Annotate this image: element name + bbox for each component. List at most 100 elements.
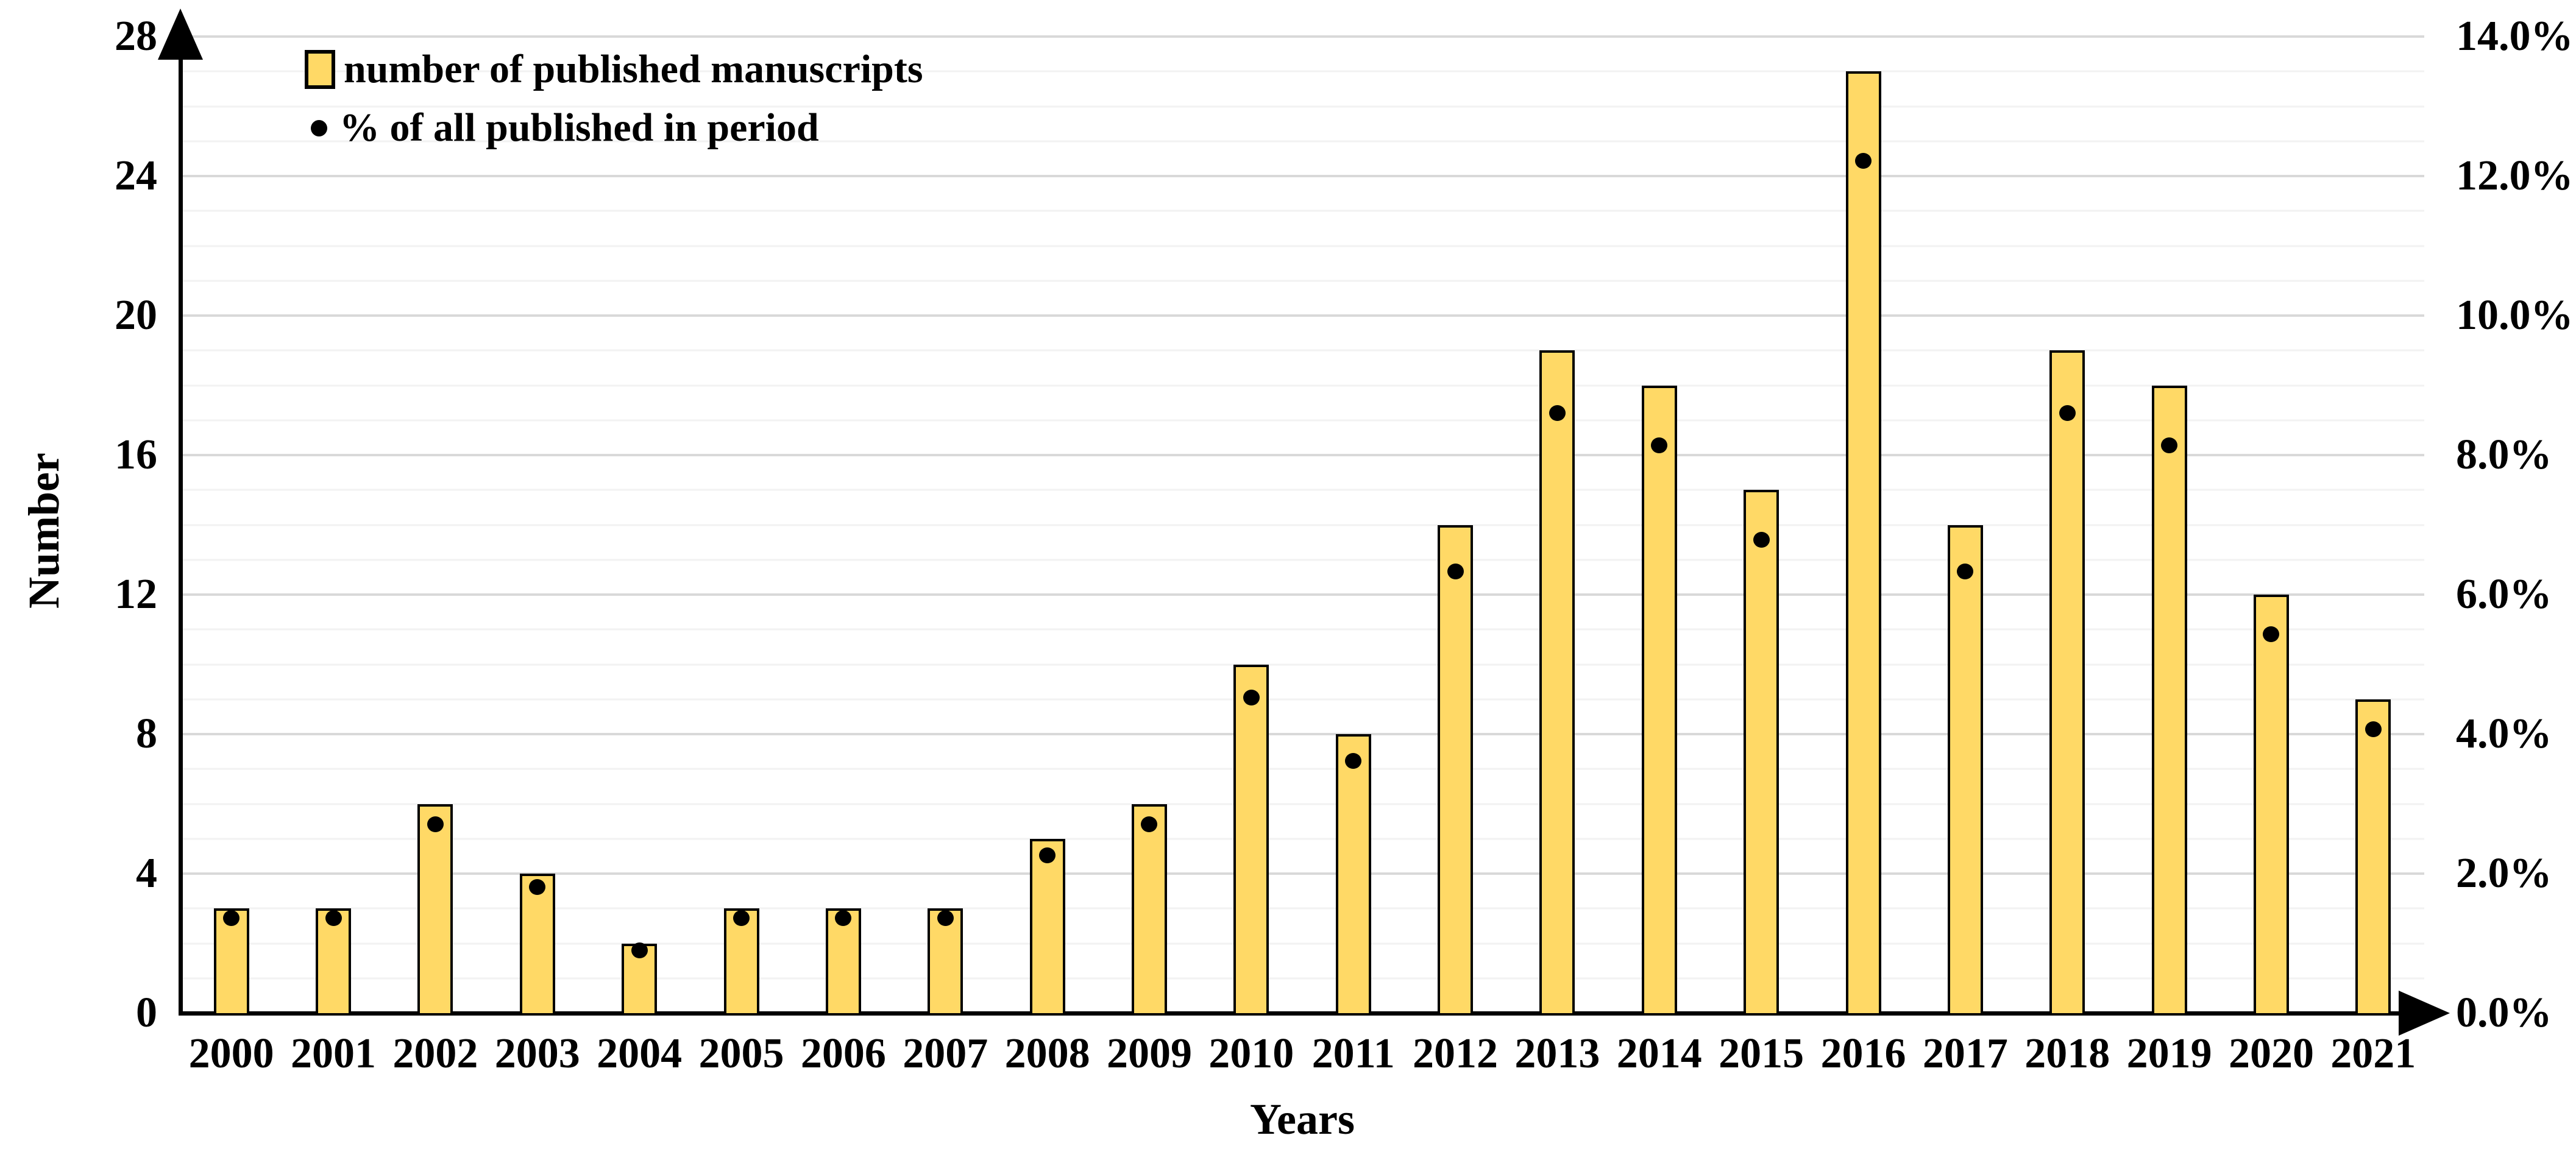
bar-2016 <box>1845 71 1881 1013</box>
y-tick-left-24: 24 <box>115 152 157 199</box>
major-gridline <box>180 872 2424 875</box>
bar-2011 <box>1335 734 1371 1013</box>
minor-gridline <box>180 838 2424 840</box>
dot-2000 <box>223 910 240 927</box>
x-axis-title: Years <box>1250 1095 1355 1144</box>
y-tick-left-12: 12 <box>115 571 157 618</box>
x-tick-2012: 2012 <box>1413 1030 1499 1077</box>
minor-gridline <box>180 280 2424 282</box>
legend-label: number of published manuscripts <box>344 47 923 91</box>
x-axis-line <box>179 1011 2404 1016</box>
major-gridline <box>180 175 2424 177</box>
legend: number of published manuscripts % of all… <box>305 40 923 157</box>
y-axis-arrow-icon <box>158 9 203 60</box>
x-tick-2001: 2001 <box>291 1030 377 1077</box>
x-axis-arrow-icon <box>2399 991 2450 1036</box>
y-tick-right-14.0%: 14.0% <box>2456 13 2574 60</box>
dot-2007 <box>937 910 954 927</box>
major-gridline <box>180 314 2424 317</box>
bar-2017 <box>1947 525 1983 1013</box>
minor-gridline <box>180 245 2424 247</box>
y-tick-left-8: 8 <box>136 710 157 757</box>
x-tick-2017: 2017 <box>1922 1030 2008 1077</box>
dot-2010 <box>1243 690 1260 706</box>
y-tick-right-10.0%: 10.0% <box>2456 292 2574 339</box>
dot-2011 <box>1345 752 1362 769</box>
minor-gridline <box>180 628 2424 631</box>
x-tick-2007: 2007 <box>903 1030 988 1077</box>
legend-item-percent: % of all published in period <box>305 99 923 157</box>
bar-2003 <box>519 874 555 1013</box>
y-tick-right-4.0%: 4.0% <box>2456 710 2552 757</box>
dot-2004 <box>631 942 648 958</box>
x-tick-2005: 2005 <box>698 1030 784 1077</box>
x-tick-2009: 2009 <box>1106 1030 1192 1077</box>
minor-gridline <box>180 70 2424 72</box>
dot-2014 <box>1651 437 1668 453</box>
bar-2014 <box>1641 385 1677 1013</box>
y-tick-left-0: 0 <box>136 989 157 1036</box>
bar-2012 <box>1438 525 1474 1013</box>
bar-2008 <box>1029 838 1065 1013</box>
dot-2001 <box>325 910 342 927</box>
dot-2015 <box>1753 531 1770 548</box>
y-tick-right-12.0%: 12.0% <box>2456 152 2574 199</box>
legend-label: % of all published in period <box>339 105 819 150</box>
minor-gridline <box>180 105 2424 107</box>
dot-2018 <box>2059 405 2076 422</box>
y-tick-right-8.0%: 8.0% <box>2456 431 2552 478</box>
y-tick-left-4: 4 <box>136 850 157 897</box>
major-gridline <box>180 593 2424 596</box>
y-axis-line <box>179 51 183 1015</box>
minor-gridline <box>180 559 2424 561</box>
bar-2020 <box>2253 595 2289 1013</box>
dot-2013 <box>1549 405 1566 422</box>
x-tick-2015: 2015 <box>1719 1030 1804 1077</box>
minor-gridline <box>180 977 2424 980</box>
minor-gridline <box>180 140 2424 143</box>
x-tick-2006: 2006 <box>800 1030 886 1077</box>
dot-2005 <box>733 910 750 927</box>
dot-2020 <box>2263 626 2280 643</box>
bar-2018 <box>2049 350 2085 1013</box>
minor-gridline <box>180 419 2424 422</box>
y-tick-right-6.0%: 6.0% <box>2456 571 2552 618</box>
x-tick-2002: 2002 <box>392 1030 478 1077</box>
dot-series-swatch-icon <box>311 119 327 136</box>
x-tick-2004: 2004 <box>597 1030 683 1077</box>
major-gridline <box>180 733 2424 735</box>
y-tick-right-0.0%: 0.0% <box>2456 989 2552 1036</box>
bar-2013 <box>1539 350 1575 1013</box>
plot-area <box>180 35 2424 1013</box>
dot-2021 <box>2365 721 2382 737</box>
minor-gridline <box>180 942 2424 944</box>
dot-2012 <box>1447 564 1464 580</box>
x-tick-2020: 2020 <box>2228 1030 2314 1077</box>
dot-2016 <box>1855 152 1872 169</box>
x-tick-2014: 2014 <box>1616 1030 1702 1077</box>
dot-2003 <box>529 878 546 895</box>
major-gridline <box>180 35 2424 38</box>
minor-gridline <box>180 663 2424 665</box>
x-tick-2008: 2008 <box>1004 1030 1090 1077</box>
dot-2002 <box>427 816 444 832</box>
major-gridline <box>180 454 2424 456</box>
dot-2017 <box>1957 564 1974 580</box>
x-tick-2021: 2021 <box>2330 1030 2416 1077</box>
bar-2015 <box>1744 490 1779 1013</box>
x-tick-2003: 2003 <box>494 1030 580 1077</box>
bar-2002 <box>417 804 453 1013</box>
x-tick-2010: 2010 <box>1208 1030 1294 1077</box>
minor-gridline <box>180 698 2424 701</box>
minor-gridline <box>180 768 2424 770</box>
minor-gridline <box>180 907 2424 910</box>
y-tick-left-16: 16 <box>115 431 157 478</box>
minor-gridline <box>180 349 2424 352</box>
x-tick-2013: 2013 <box>1514 1030 1600 1077</box>
legend-item-manuscripts: number of published manuscripts <box>305 40 923 99</box>
x-tick-2011: 2011 <box>1311 1030 1395 1077</box>
minor-gridline <box>180 489 2424 491</box>
bar-series-swatch-icon <box>305 50 335 89</box>
x-tick-2018: 2018 <box>2024 1030 2110 1077</box>
